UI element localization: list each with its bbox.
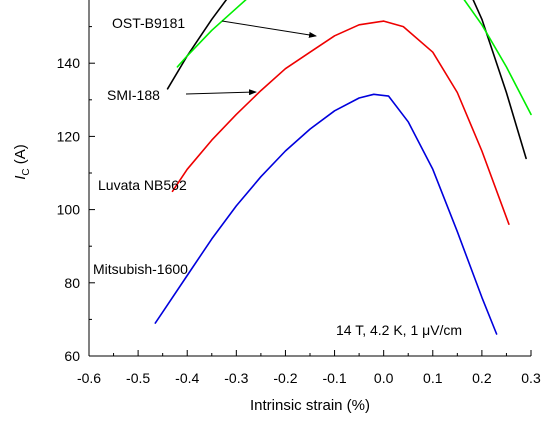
annotation-arrow-smi-188	[185, 89, 257, 96]
series-label-smi-188: SMI-188	[107, 87, 160, 103]
annotation-arrow-ost-b9181	[221, 20, 317, 38]
series-line-ost-b9181	[166, 0, 527, 160]
x-tick-label: -0.5	[126, 370, 150, 386]
x-tick-label: -0.2	[273, 370, 297, 386]
x-tick-label: -0.6	[77, 370, 101, 386]
ticks-layer: -0.6 -0.5 -0.4 -0.3 -0.2 -0.1 0.0 0.1 0.2 0.3 60 80…	[57, 26, 541, 386]
x-tick-label: -0.1	[322, 370, 346, 386]
series-line-smi-188	[176, 0, 532, 116]
y-axis-title-unit: (A)	[12, 144, 29, 168]
conditions-annotation: 14 T, 4.2 K, 1 μV/cm	[336, 322, 462, 338]
y-axis-title-subscript: C	[21, 168, 32, 175]
series-line-mitsubish-1600	[154, 93, 498, 335]
y-tick-label: 120	[57, 128, 81, 144]
x-tick-label: -0.4	[175, 370, 199, 386]
series-label-ost-b9181: OST-B9181	[112, 15, 185, 31]
x-tick-label: 0.2	[472, 370, 492, 386]
series-label-mitsubish-1600: Mitsubish-1600	[93, 261, 188, 277]
y-tick-label: 60	[64, 348, 80, 364]
y-tick-label: 80	[64, 275, 80, 291]
series-line-luvata-nb562	[171, 20, 510, 225]
series-label-luvata-nb562: Luvata NB562	[98, 177, 187, 193]
x-tick-label: 0.3	[521, 370, 541, 386]
x-tick-label: -0.3	[224, 370, 248, 386]
x-tick-label: 0.1	[423, 370, 443, 386]
x-tick-label: 0.0	[374, 370, 394, 386]
x-axis-title: Intrinsic strain (%)	[250, 397, 370, 414]
y-tick-label: 140	[57, 55, 81, 71]
series-layer	[154, 0, 532, 335]
y-axis-title: IC (A)	[12, 144, 32, 180]
y-axis-title-symbol: I	[12, 176, 29, 180]
y-tick-label: 100	[57, 202, 81, 218]
